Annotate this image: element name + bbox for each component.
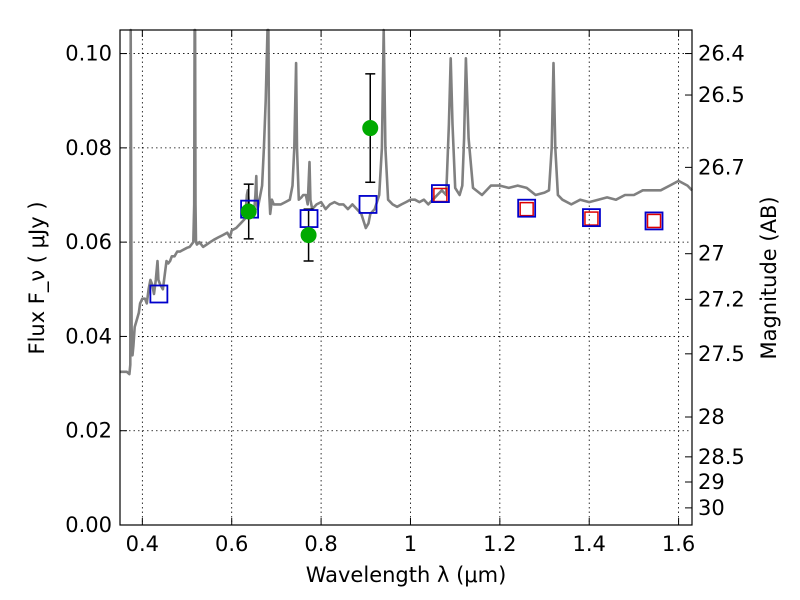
plot-frame [119, 29, 693, 526]
x-tick-label: 1.2 [483, 532, 516, 556]
x-tick-label: 1.6 [662, 532, 695, 556]
model-blue-square [358, 195, 378, 214]
x-tick-label: 0.4 [126, 532, 159, 556]
x-axis-label: Wavelength λ (μm) [306, 563, 507, 587]
model-red-square [646, 213, 662, 229]
model-blue-square [517, 198, 537, 218]
ticks-layer: 0.4 0.6 0.8 1 1.2 1.4 1.6 0.00 0.02 0.04 0.06 0.08 0… [65, 30, 745, 556]
y-tick-label: 0.00 [65, 513, 112, 537]
model-red-square [584, 211, 599, 226]
magnitude-tick-label: 29 [698, 470, 725, 494]
y-tick-label: 0.10 [65, 42, 112, 66]
magnitude-tick-label: 26.5 [698, 83, 745, 107]
x-tick-label: 0.6 [215, 532, 248, 556]
magnitude-tick-label: 27.5 [698, 342, 745, 366]
template-spectrum-line [120, 28, 693, 376]
model-blue-square [431, 184, 450, 203]
model-blue-square [149, 284, 169, 304]
labels-layer: Wavelength λ (μm) Flux F_ν ( μJy ) Magni… [25, 196, 781, 587]
observed-point [300, 227, 317, 244]
observed-point [240, 203, 257, 220]
y-axis-label-right: Magnitude (AB) [757, 196, 781, 359]
magnitude-tick-label: 26.4 [698, 42, 745, 66]
magnitude-tick-label: 27.2 [698, 287, 745, 311]
x-tick-label: 1.4 [573, 532, 606, 556]
model-red-square [519, 201, 534, 217]
magnitude-tick-label: 26.7 [698, 155, 745, 179]
y-tick-label: 0.06 [65, 230, 112, 254]
y-tick-label: 0.08 [65, 136, 112, 160]
x-tick-label: 1 [404, 532, 417, 556]
model-blue-square [644, 211, 664, 231]
magnitude-tick-label: 28.5 [698, 445, 745, 469]
model-blue-square [299, 209, 319, 228]
magnitude-tick-label: 28 [698, 405, 725, 429]
y-axis-label: Flux F_ν ( μJy ) [25, 201, 50, 354]
data-points-layer [149, 73, 664, 304]
magnitude-tick-label: 27 [698, 242, 725, 266]
y-tick-label: 0.02 [65, 419, 112, 443]
y-tick-label: 0.04 [65, 324, 112, 348]
model-blue-square [582, 208, 601, 228]
template-spectrum-layer [120, 28, 693, 376]
magnitude-tick-label: 30 [698, 496, 725, 520]
x-tick-label: 0.8 [304, 532, 337, 556]
observed-point [362, 120, 379, 137]
